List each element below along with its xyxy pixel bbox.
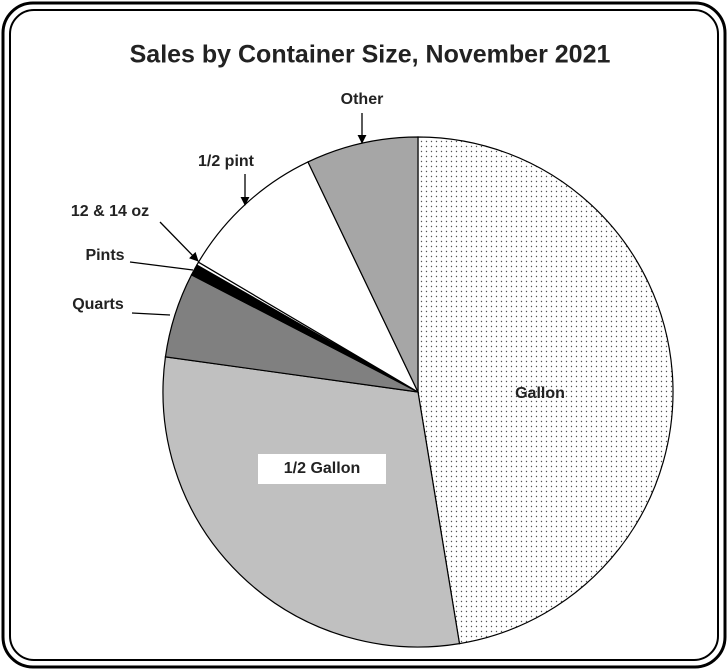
pie-slice: [162, 356, 461, 648]
leader-line: [129, 261, 194, 271]
leader-line: [131, 312, 171, 316]
inner-frame: [9, 9, 719, 661]
slice-label: 1/2 pint: [198, 153, 255, 170]
slice-label: Gallon: [515, 385, 565, 402]
slice-label: Other: [341, 91, 384, 108]
pie-slice: [417, 136, 674, 645]
slice-label: 1/2 Gallon: [284, 460, 360, 477]
slice-label: Pints: [85, 247, 124, 264]
label-box: [258, 454, 386, 484]
chart-title: Sales by Container Size, November 2021: [130, 41, 611, 69]
slice-label: 12 & 14 oz: [71, 203, 149, 220]
slice-label: Quarts: [72, 296, 124, 313]
leader-line: [159, 221, 199, 262]
